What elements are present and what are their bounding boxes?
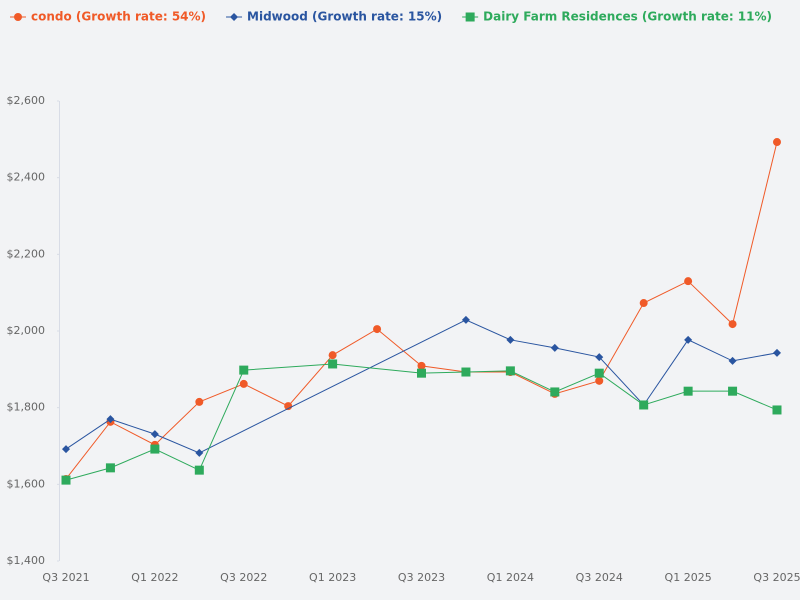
point bbox=[239, 365, 249, 375]
point bbox=[550, 343, 559, 352]
point bbox=[62, 445, 70, 454]
point bbox=[728, 356, 737, 365]
point bbox=[328, 359, 338, 369]
x-tick-label: Q3 2021 bbox=[42, 571, 89, 584]
y-tick-label: $2,200 bbox=[7, 247, 46, 260]
point bbox=[595, 353, 604, 362]
y-tick-label: $1,400 bbox=[7, 554, 46, 567]
point bbox=[505, 366, 515, 376]
legend-swatch bbox=[230, 13, 239, 21]
x-tick-label: Q3 2023 bbox=[398, 571, 445, 584]
legend-item: Midwood (Growth rate: 15%) bbox=[226, 10, 442, 24]
legend-label: Dairy Farm Residences (Growth rate: 11%) bbox=[483, 10, 772, 24]
x-tick-label: Q1 2023 bbox=[309, 571, 356, 584]
point bbox=[328, 351, 337, 360]
point bbox=[772, 405, 782, 415]
y-tick-label: $2,600 bbox=[7, 94, 46, 107]
legend-label: Midwood (Growth rate: 15%) bbox=[247, 10, 442, 24]
x-tick-label: Q3 2025 bbox=[753, 571, 800, 584]
legend-swatch bbox=[465, 12, 475, 22]
point bbox=[105, 463, 115, 473]
y-tick-label: $2,000 bbox=[7, 324, 46, 337]
point bbox=[239, 379, 248, 388]
point bbox=[461, 367, 471, 377]
series-line bbox=[65, 319, 778, 454]
point bbox=[417, 368, 426, 378]
point bbox=[684, 277, 693, 286]
x-tick-label: Q1 2024 bbox=[487, 571, 534, 584]
point bbox=[195, 397, 204, 406]
point bbox=[417, 361, 426, 370]
y-tick-label: $1,800 bbox=[7, 401, 46, 414]
point bbox=[284, 402, 293, 411]
point bbox=[195, 448, 204, 457]
point bbox=[194, 465, 204, 475]
x-tick-label: Q3 2024 bbox=[576, 571, 623, 584]
point bbox=[728, 386, 738, 396]
point bbox=[773, 138, 781, 147]
point bbox=[550, 387, 560, 397]
legend-swatch bbox=[14, 13, 22, 21]
point bbox=[106, 415, 115, 424]
point bbox=[728, 320, 737, 329]
x-tick-label: Q1 2022 bbox=[131, 571, 178, 584]
point bbox=[683, 386, 693, 396]
legend-item: condo (Growth rate: 54%) bbox=[10, 10, 206, 24]
point bbox=[150, 430, 159, 439]
point bbox=[639, 299, 648, 308]
legend-item: Dairy Farm Residences (Growth rate: 11%) bbox=[462, 10, 772, 24]
point bbox=[639, 400, 649, 410]
point bbox=[150, 444, 160, 454]
point bbox=[461, 315, 470, 324]
point bbox=[773, 348, 781, 357]
point bbox=[61, 475, 71, 485]
point bbox=[595, 376, 604, 385]
legend-label: condo (Growth rate: 54%) bbox=[31, 10, 206, 24]
point bbox=[373, 325, 382, 334]
y-tick-label: $2,400 bbox=[7, 171, 46, 184]
y-tick-label: $1,600 bbox=[7, 477, 46, 490]
point bbox=[684, 335, 693, 344]
point bbox=[506, 335, 515, 344]
point bbox=[594, 368, 604, 378]
x-tick-label: Q3 2022 bbox=[220, 571, 267, 584]
x-tick-label: Q1 2025 bbox=[665, 571, 712, 584]
